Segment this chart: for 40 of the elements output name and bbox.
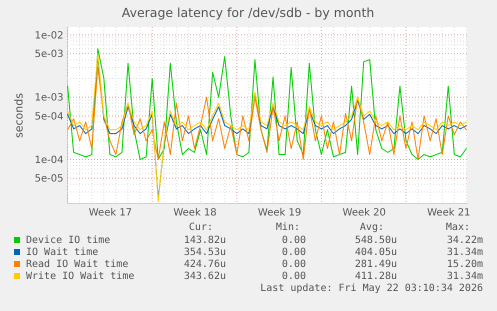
x-tick-label: Week 20	[342, 208, 386, 218]
text: Cur:	[188, 222, 213, 233]
legend-label: Device IO time	[26, 235, 110, 246]
text: 548.50u	[354, 235, 397, 246]
text: 411.28u	[354, 271, 397, 282]
text: 424.76u	[184, 259, 226, 270]
text: 0.00	[282, 235, 306, 246]
chart-title: Average latency for /dev/sdb - by month	[122, 5, 374, 20]
legend-label: Read IO Wait time	[26, 259, 128, 270]
y-tick-label: 5e-03	[34, 49, 64, 60]
text: Min:	[276, 222, 300, 233]
text: 281.49u	[354, 259, 397, 270]
x-tick-label: Week 17	[88, 208, 132, 218]
line-series	[67, 48, 467, 160]
text: 0.00	[282, 259, 306, 270]
y-tick-label: 1e-02	[34, 30, 64, 42]
y-tick-label: 1e-04	[34, 154, 64, 166]
x-tick-label: Week 19	[258, 208, 302, 218]
x-tick-label: Week 18	[173, 208, 217, 218]
text: 31.34m	[446, 247, 483, 258]
text: 15.20m	[446, 259, 483, 270]
text: 31.34m	[446, 271, 483, 282]
y-tick-label: 5e-04	[34, 111, 64, 122]
x-tick-label: Week 21	[427, 208, 470, 218]
y-tick-label: 5e-05	[34, 174, 64, 185]
text: 354.53u	[184, 247, 226, 258]
y-tick-label: 1e-03	[34, 92, 64, 104]
text: Avg:	[360, 222, 384, 233]
text: 404.05u	[354, 247, 397, 258]
text: 0.00	[282, 247, 306, 258]
text: 0.00	[282, 271, 306, 282]
text: Max:	[446, 222, 470, 233]
text: 34.22m	[446, 235, 483, 246]
legend-label: IO Wait time	[26, 247, 98, 258]
text: 143.82u	[184, 235, 226, 246]
text: Last update: Fri May 22 03:10:34 2026	[260, 283, 483, 294]
text: 343.62u	[184, 271, 226, 282]
y-axis-title: seconds	[12, 92, 26, 138]
line-series	[67, 66, 467, 160]
legend-label: Write IO Wait time	[26, 271, 134, 282]
